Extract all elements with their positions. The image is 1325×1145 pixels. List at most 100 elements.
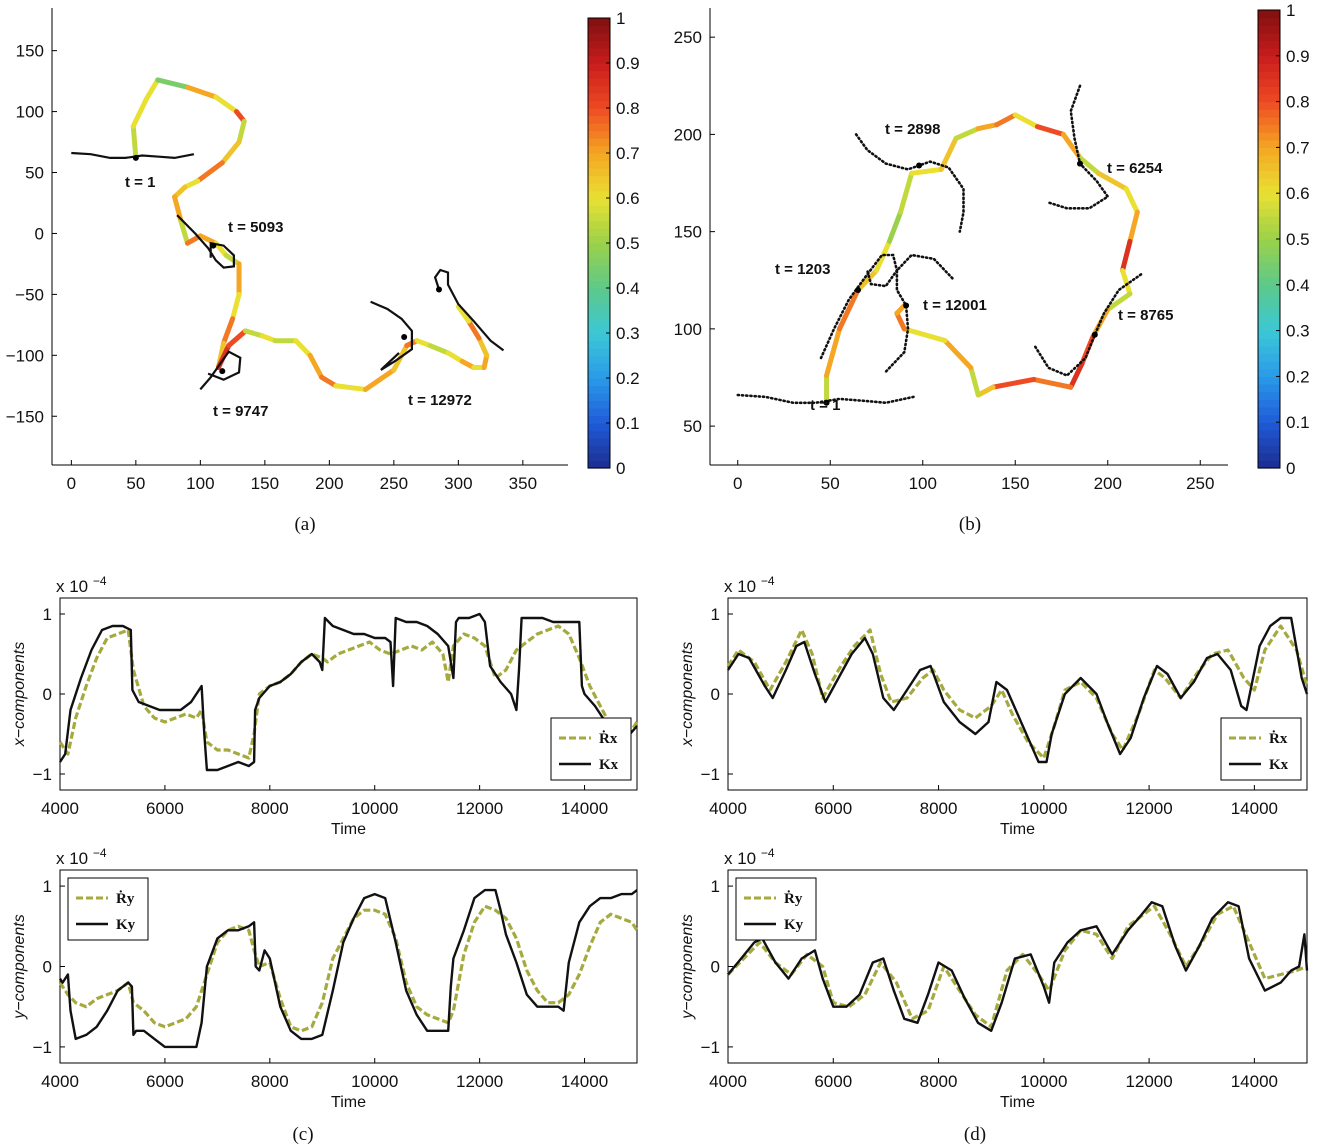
colorbar-segment xyxy=(1258,422,1280,431)
colorbar-segment xyxy=(1258,78,1280,87)
axis-exponent-power: −4 xyxy=(761,574,775,588)
colorbar-tick-label: 0.4 xyxy=(1286,276,1310,295)
trajectory-segment xyxy=(221,316,236,346)
y-tick-label: 0 xyxy=(35,224,44,243)
colorbar-tick-label: 0.5 xyxy=(1286,230,1310,249)
colorbar-segment xyxy=(1258,429,1280,439)
snapshot-label: t = 6254 xyxy=(1107,160,1163,177)
colorbar-tick-label: 0.9 xyxy=(1286,47,1310,66)
colorbar-segment xyxy=(1258,55,1280,65)
colorbar-segment xyxy=(588,18,610,27)
legend-label: Kx xyxy=(599,757,619,773)
legend-box xyxy=(550,717,632,781)
x-tick-label: 50 xyxy=(126,474,145,493)
colorbar-tick-label: 0 xyxy=(1286,459,1295,478)
trajectory-segment xyxy=(1077,155,1101,176)
snapshot-label: t = 12972 xyxy=(408,392,472,409)
trajectory-segment xyxy=(886,209,904,244)
colorbar-segment xyxy=(588,400,610,409)
x-tick-label: 8000 xyxy=(920,1072,958,1091)
snapshot-point xyxy=(855,286,861,293)
legend-label: Ṙx xyxy=(599,730,618,747)
colorbar-segment xyxy=(1258,223,1280,232)
colorbar-segment xyxy=(1258,93,1280,103)
trajectory-segment xyxy=(1120,238,1133,274)
x-tick-label: 4000 xyxy=(41,1072,79,1091)
trajectory-segment xyxy=(894,303,907,316)
trajectory-segment xyxy=(968,365,981,398)
colorbar-segment xyxy=(588,355,610,364)
trajectory-segment xyxy=(909,166,944,176)
colorbar-segment xyxy=(1258,246,1280,255)
colorbar-segment xyxy=(1258,101,1280,110)
series-line xyxy=(727,901,1309,1032)
snapshot-label: t = 1203 xyxy=(775,261,830,278)
colorbar-segment xyxy=(588,235,610,244)
colorbar-segment xyxy=(588,348,610,357)
colorbar-segment xyxy=(588,280,610,289)
trajectory-segment xyxy=(1127,209,1140,244)
trajectory-segment xyxy=(938,135,959,172)
colorbar-tick-label: 0.1 xyxy=(616,414,640,433)
colorbar-tick-label: 0.3 xyxy=(1286,322,1310,341)
colorbar-segment xyxy=(588,393,610,402)
y-tick-label: −1 xyxy=(701,1038,720,1057)
x-tick-label: 4000 xyxy=(709,799,747,818)
colorbar-segment xyxy=(588,108,610,117)
colorbar-segment xyxy=(1258,269,1280,278)
caption-d: (d) xyxy=(964,1124,986,1145)
trajectory-segment xyxy=(219,139,242,166)
colorbar-segment xyxy=(588,340,610,349)
trajectory-segment xyxy=(184,84,219,100)
colorbar-segment xyxy=(1258,147,1280,156)
colorbar-segment xyxy=(588,190,610,199)
colorbar-segment xyxy=(588,183,610,192)
colorbar-tick-label: 0.7 xyxy=(616,144,640,163)
x-axis-label: Time xyxy=(1000,821,1035,838)
colorbar-segment xyxy=(1258,162,1280,171)
trajectory-segment xyxy=(333,383,368,392)
colorbar-segment xyxy=(588,145,610,154)
colorbar-segment xyxy=(588,363,610,372)
x-tick-label: 6000 xyxy=(814,1072,852,1091)
colorbar-tick-label: 0.8 xyxy=(1286,93,1310,112)
trajectory-segment xyxy=(195,160,225,184)
colorbar-segment xyxy=(1258,315,1280,324)
x-tick-label: 100 xyxy=(186,474,214,493)
y-tick-label: −1 xyxy=(33,1038,52,1057)
colorbar-segment xyxy=(588,438,610,447)
snapshot-point xyxy=(132,154,139,161)
colorbar-segment xyxy=(588,288,610,297)
y-tick-label: 1 xyxy=(43,605,52,624)
y-tick-label: −100 xyxy=(6,346,44,365)
colorbar-segment xyxy=(1258,208,1280,217)
x-tick-label: 200 xyxy=(315,474,343,493)
x-tick-label: 10000 xyxy=(1020,1072,1067,1091)
snapshot-point xyxy=(903,302,910,309)
trajectory-segment xyxy=(1068,361,1085,390)
colorbar-segment xyxy=(1258,32,1280,42)
colorbar-segment xyxy=(1258,40,1280,49)
colorbar-segment xyxy=(1258,261,1280,271)
colorbar-segment xyxy=(588,138,610,147)
colorbar-segment xyxy=(588,48,610,57)
colorbar-segment xyxy=(1258,361,1280,370)
series-line xyxy=(58,612,638,772)
legend-label: Ky xyxy=(116,917,136,933)
x-tick-label: 350 xyxy=(509,474,537,493)
y-tick-label: 100 xyxy=(674,320,702,339)
colorbar-segment xyxy=(588,63,610,72)
colorbar-segment xyxy=(588,115,610,124)
trajectory-segment xyxy=(837,287,861,332)
colorbar-segment xyxy=(1258,25,1280,34)
colorbar-segment xyxy=(1258,437,1280,446)
legend-label: Ṙy xyxy=(116,890,135,907)
x-tick-label: 12000 xyxy=(1125,799,1172,818)
trajectory-segment xyxy=(1096,170,1129,192)
y-tick-label: −50 xyxy=(15,285,44,304)
trajectory-segment xyxy=(230,291,242,322)
series-line xyxy=(58,888,638,1049)
snapshot-label: t = 5093 xyxy=(228,219,283,236)
trajectory-segment xyxy=(362,367,397,392)
